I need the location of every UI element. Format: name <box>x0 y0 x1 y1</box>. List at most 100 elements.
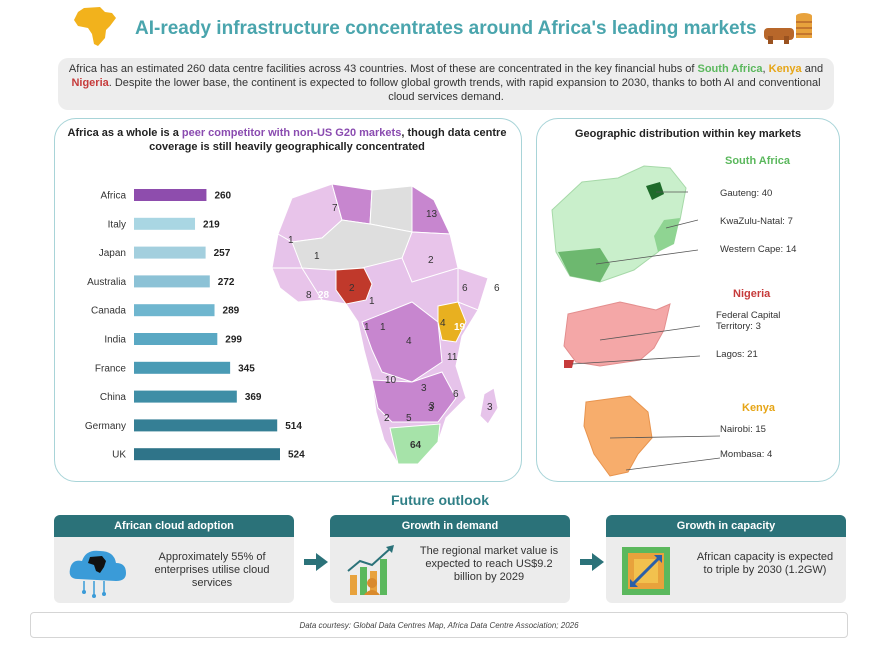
nairobi-label: Nairobi: 15 <box>720 424 766 435</box>
africa-map <box>271 183 499 465</box>
map-region-count: 6 <box>494 283 500 294</box>
map-region-count: 13 <box>426 209 438 220</box>
capacity-growth-text: African capacity is expected to triple b… <box>696 551 834 576</box>
intro-kenya: Kenya <box>768 63 802 75</box>
nigeria-title: Nigeria <box>733 288 771 300</box>
capacity-growth-box: Growth in capacity African capacity is e… <box>606 515 846 603</box>
map-region-count: 7 <box>332 203 338 214</box>
region-central <box>361 301 443 383</box>
map-region-count: 6 <box>453 389 459 400</box>
bar-value-label: 257 <box>214 248 231 259</box>
demand-growth-title: Growth in demand <box>330 515 570 537</box>
western-cape-label: Western Cape: 14 <box>720 244 797 255</box>
map-region-count: 64 <box>410 440 422 451</box>
region-madagascar <box>479 387 499 425</box>
kenya-title: Kenya <box>742 402 776 414</box>
bar-category-label: Germany <box>85 421 126 432</box>
cloud-adoption-box: African cloud adoption Approximately 55%… <box>54 515 294 603</box>
map-region-count: 2 <box>428 255 434 266</box>
bar-category-label: Africa <box>100 191 126 202</box>
demand-growth-text: The regional market value is expected to… <box>419 545 559 583</box>
future-outlook-heading: Future outlook <box>391 492 489 508</box>
map-region-count: 4 <box>440 318 446 329</box>
arrow-right-icon <box>580 553 604 571</box>
demand-growth-box: Growth in demand The regional market val… <box>330 515 570 603</box>
fct-label: Federal Capital Territory: 3 <box>716 310 781 332</box>
bar-value-label: 289 <box>223 306 240 317</box>
region-south-africa <box>389 423 441 465</box>
bar-chart: Africa 260 Italy 219 Japan 257 Australia 272 Can… <box>85 189 305 461</box>
map-region-count: 1 <box>288 235 294 246</box>
bar-category-label: France <box>95 363 127 374</box>
data-source-footer: Data courtesy: Global Data Centres Map, … <box>30 612 848 638</box>
bar <box>134 246 206 259</box>
bar-category-label: India <box>104 335 126 346</box>
region-east-horn <box>457 267 489 311</box>
cloud-africa-icon <box>69 550 126 598</box>
region-south-central <box>371 371 457 423</box>
expand-icon <box>622 547 670 595</box>
map-region-count: 3 <box>487 402 493 413</box>
comparison-heading: Africa as a whole is a peer competitor w… <box>67 127 507 153</box>
south-africa-map <box>551 165 698 283</box>
region-sahel <box>291 219 413 271</box>
map-region-count: 5 <box>406 413 412 424</box>
map-region-count: 3 <box>428 403 434 414</box>
region-kenya <box>437 301 467 343</box>
bar-category-label: China <box>100 392 127 403</box>
page-title: AI-ready infrastructure concentrates aro… <box>135 18 757 39</box>
server-stack-icon <box>764 13 812 44</box>
bar <box>134 275 210 288</box>
bar-value-label: 369 <box>245 392 262 403</box>
bar-value-label: 514 <box>285 421 302 432</box>
bar <box>134 333 218 345</box>
growth-chart-icon <box>347 545 394 595</box>
distribution-heading: Geographic distribution within key marke… <box>574 128 802 140</box>
mombasa-label: Mombasa: 4 <box>720 449 773 460</box>
bar <box>134 217 196 230</box>
map-region-count: 10 <box>385 375 397 386</box>
region-west-coast <box>271 267 323 303</box>
map-region-count: 2 <box>384 413 390 424</box>
kenya-map <box>583 395 720 477</box>
bar-value-label: 524 <box>288 450 305 461</box>
bar-category-label: Australia <box>87 277 126 288</box>
map-region-count: 3 <box>421 383 427 394</box>
lagos-label: Lagos: 21 <box>716 349 758 360</box>
map-region-count: 1 <box>314 251 320 262</box>
arrow-right-icon <box>304 553 328 571</box>
bar-value-label: 345 <box>238 363 255 374</box>
map-region-count: 11 <box>447 352 458 363</box>
bar-value-label: 219 <box>203 219 220 230</box>
bar <box>134 390 237 403</box>
bar-category-label: Italy <box>108 219 126 230</box>
region-nigeria <box>335 267 373 305</box>
map-region-count: 1 <box>369 296 375 307</box>
bar-value-label: 260 <box>214 191 231 202</box>
africa-logo-icon <box>74 7 116 46</box>
bar-value-label: 272 <box>218 277 235 288</box>
nigeria-map <box>563 301 700 368</box>
gauteng-label: Gauteng: 40 <box>720 188 773 199</box>
south-africa-title: South Africa <box>725 155 790 167</box>
bar-category-label: Japan <box>99 248 126 259</box>
map-region-count: 19 <box>454 322 466 333</box>
map-region-count: 1 <box>380 322 386 333</box>
bar <box>134 189 207 201</box>
intro-nigeria: Nigeria <box>71 77 109 89</box>
bar <box>134 361 231 374</box>
map-region-count: 6 <box>462 283 468 294</box>
bar <box>134 304 215 317</box>
intro-south-africa: South Africa <box>697 63 763 75</box>
bar <box>134 448 280 461</box>
map-region-count: 8 <box>306 290 312 301</box>
intro-summary: Africa has an estimated 260 data centre … <box>58 58 834 110</box>
bar-category-label: Canada <box>91 306 126 317</box>
kwazulu-natal-label: KwaZulu-Natal: 7 <box>720 216 793 227</box>
bar-value-label: 299 <box>225 335 242 346</box>
cloud-adoption-text: Approximately 55% of enterprises utilise… <box>154 551 270 589</box>
map-region-count: 1 <box>364 322 370 333</box>
map-region-count: 4 <box>406 336 412 347</box>
bar-category-label: UK <box>112 450 126 461</box>
map-region-count: 3 <box>429 401 435 412</box>
